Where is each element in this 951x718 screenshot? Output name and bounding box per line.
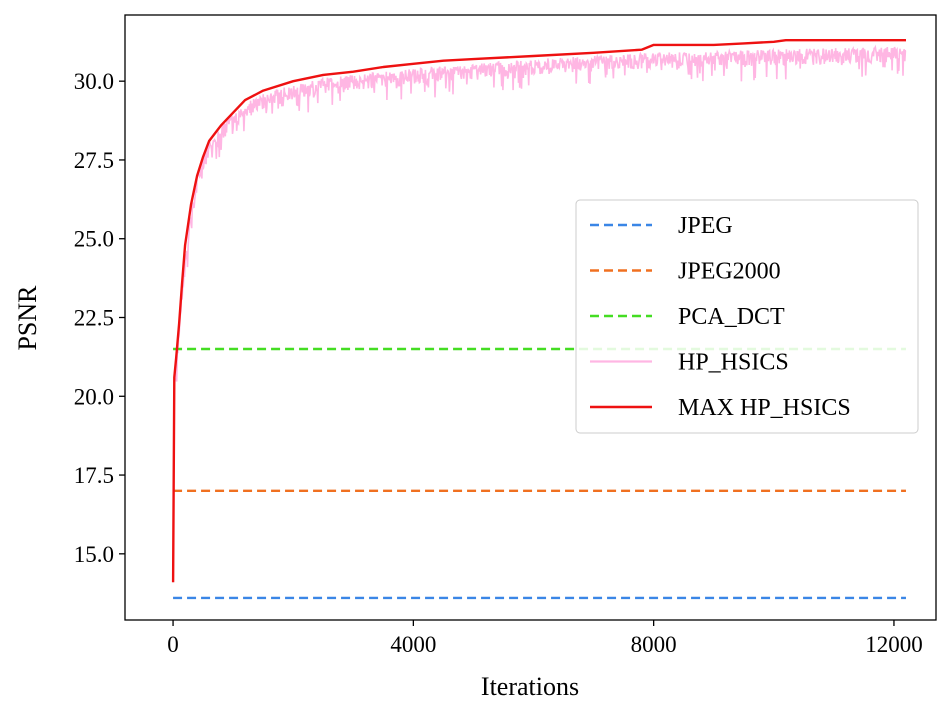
series-layer — [171, 39, 907, 600]
x-tick-label: 8000 — [631, 632, 677, 657]
x-tick-label: 12000 — [865, 632, 923, 657]
y-tick-label: 27.5 — [74, 148, 114, 173]
legend-label-jpeg: JPEG — [678, 213, 733, 239]
legend-frame — [575, 199, 919, 434]
max-hp-hsics-line — [171, 39, 906, 583]
y-tick-label: 15.0 — [74, 542, 114, 567]
legend: JPEG JPEG2000 PCA_DCT HP_HSICS MAX HP_HSICS — [575, 199, 919, 434]
y-tick-label: 22.5 — [74, 306, 114, 331]
y-tick-label: 30.0 — [74, 69, 114, 94]
hp-hsics-line — [172, 44, 907, 583]
legend-label-hp-hsics: HP_HSICS — [678, 350, 789, 376]
legend-label-jpeg2000: JPEG2000 — [678, 259, 781, 285]
y-tick-label: 20.0 — [74, 384, 114, 409]
legend-label-pca-dct: PCA_DCT — [678, 304, 785, 330]
x-tick-label: 0 — [167, 632, 179, 657]
x-tick-label: 4000 — [390, 632, 436, 657]
ticks-layer: 0 4000 8000 12000 15.0 17.5 20.0 22.5 25.0 27.5 30… — [74, 69, 923, 657]
y-tick-label: 17.5 — [74, 463, 114, 488]
y-axis-label: PSNR — [13, 285, 42, 351]
x-axis-label: Iterations — [481, 672, 579, 701]
legend-label-max-hp-hsics: MAX HP_HSICS — [678, 395, 851, 421]
y-tick-label: 25.0 — [74, 227, 114, 252]
